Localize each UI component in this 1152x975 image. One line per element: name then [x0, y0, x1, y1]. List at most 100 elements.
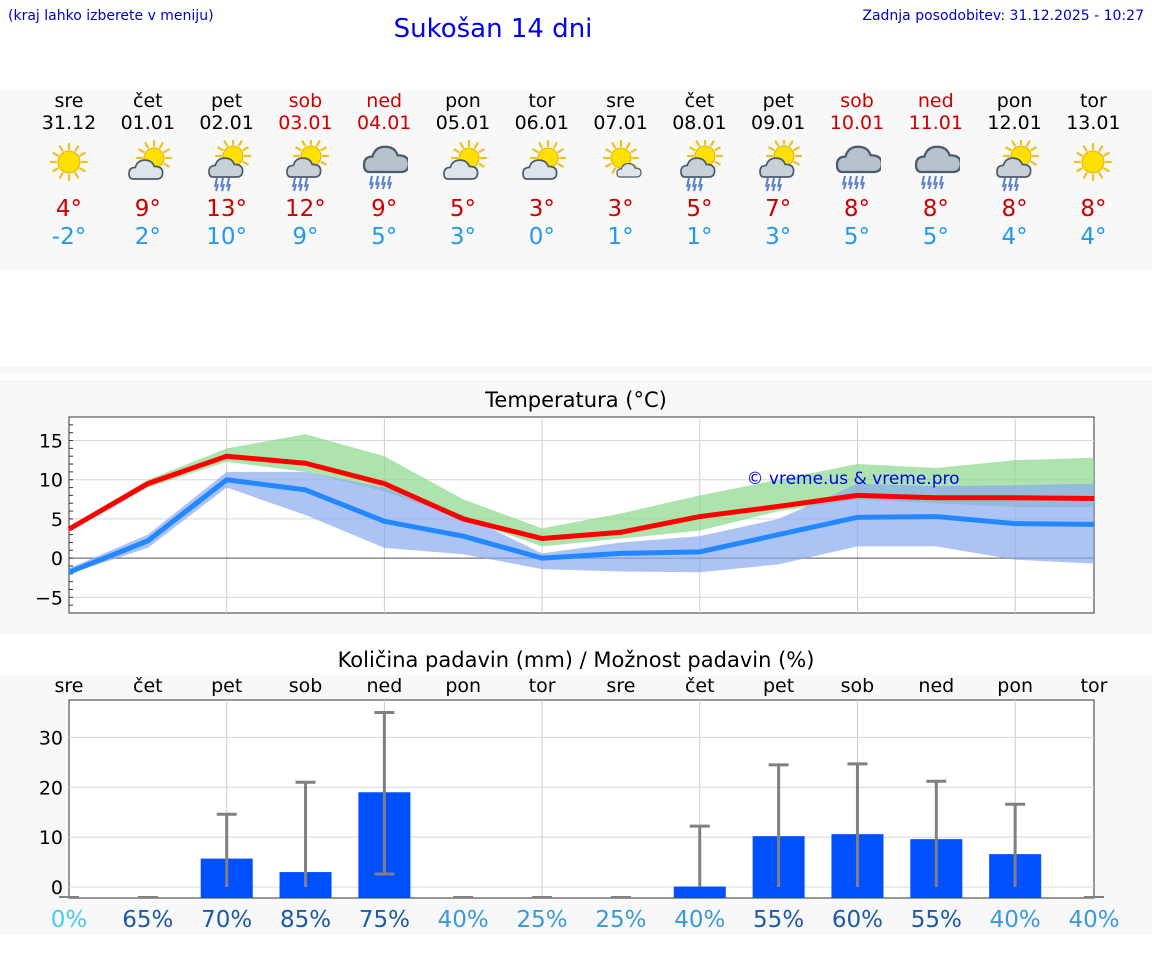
- day-name: čet: [684, 90, 715, 112]
- day-date: 11.01: [908, 112, 963, 134]
- sun-cloud-icon: [127, 140, 172, 180]
- x-category-label: tor: [1081, 675, 1108, 697]
- chance-label: 25%: [595, 907, 646, 933]
- day-name: sob: [288, 90, 323, 112]
- temp-max: 5°: [686, 196, 713, 222]
- day-date: 12.01: [987, 112, 1042, 134]
- chance-label: 85%: [280, 907, 331, 933]
- day-name: tor: [1079, 90, 1107, 112]
- temp-max: 12°: [285, 196, 326, 222]
- precip-bar: [673, 886, 726, 898]
- temp-max: 8°: [1001, 196, 1028, 222]
- chance-label: 75%: [359, 907, 410, 933]
- y-tick-label: 10: [39, 827, 63, 849]
- temp-max: 13°: [206, 196, 247, 222]
- y-tick-label: 30: [39, 727, 63, 749]
- temp-max: 5°: [449, 196, 477, 222]
- day-date: 01.01: [120, 112, 175, 134]
- location-hint: (kraj lahko izberete v meniju): [8, 8, 214, 24]
- sun-icon: [49, 142, 89, 182]
- day-column: sob 03.01 12° 9°: [266, 90, 344, 251]
- sun-icon: [1074, 142, 1113, 182]
- day-column: ned 04.01 9° 5°: [345, 90, 423, 251]
- temp-max: 9°: [134, 196, 161, 222]
- temp-min: 3°: [765, 224, 792, 250]
- temp-min: 5°: [922, 224, 949, 250]
- y-tick-label: 15: [39, 431, 63, 453]
- cloud-rain-icon: [914, 145, 960, 190]
- chance-label: 40%: [438, 907, 489, 933]
- chance-label: 65%: [122, 907, 173, 933]
- watermark-text: © vreme.us & vreme.pro: [746, 469, 959, 489]
- day-date: 03.01: [278, 112, 333, 134]
- sun-cloud-rain-icon: [995, 140, 1039, 192]
- day-date: 04.01: [356, 112, 412, 134]
- day-name: pon: [445, 90, 481, 112]
- sun-cloud-rain-icon: [680, 140, 724, 192]
- x-category-label: sob: [841, 675, 875, 697]
- day-column: sre 07.01 3° 1°: [582, 90, 660, 251]
- x-category-label: čet: [133, 675, 163, 697]
- day-column: pon 05.01 5° 3°: [424, 90, 502, 251]
- day-column: sob 10.01 8° 5°: [818, 90, 896, 251]
- day-column: sre 31.12 4° -2°: [30, 90, 108, 251]
- day-date: 13.01: [1066, 112, 1121, 134]
- x-category-label: pon: [997, 675, 1033, 697]
- page-title: Sukošan 14 dni: [393, 14, 593, 44]
- temp-min: 3°: [449, 224, 477, 250]
- day-column: pet 02.01 13° 10°: [188, 90, 266, 251]
- day-column: pet 09.01 7° 3°: [739, 90, 817, 251]
- day-date: 07.01: [593, 112, 648, 134]
- range-band-max-range: [69, 434, 1094, 547]
- y-tick-label: 10: [39, 470, 63, 492]
- temp-min: 2°: [134, 224, 161, 250]
- temp-min: 1°: [607, 224, 634, 250]
- series-line-min: [68, 477, 1095, 575]
- day-name: sob: [840, 90, 874, 112]
- chance-label: 55%: [911, 907, 962, 933]
- y-tick-label: 5: [51, 509, 63, 531]
- day-date: 09.01: [750, 112, 806, 134]
- temp-min: -2°: [51, 224, 87, 250]
- day-column: čet 08.01 5° 1°: [660, 90, 738, 251]
- last-updated: Zadnja posodobitev: 31.12.2025 - 10:27: [862, 8, 1144, 24]
- y-tick-label: 20: [39, 777, 63, 799]
- daily-forecast-band: [0, 90, 1152, 270]
- temp-min: 5°: [371, 224, 398, 250]
- cloud-rain-icon: [363, 145, 409, 190]
- day-name: tor: [528, 90, 556, 112]
- temp-min: 10°: [206, 224, 247, 250]
- chance-label: 55%: [753, 907, 804, 933]
- cloud-rain-icon: [835, 145, 881, 190]
- sun-cloud-icon: [521, 140, 566, 180]
- x-category-label: pet: [763, 675, 794, 697]
- temperature-chart: −5 0 5 10 15 © vreme.us & vreme.pro: [35, 416, 1095, 614]
- chance-label: 40%: [674, 907, 725, 933]
- day-name: sre: [54, 90, 84, 112]
- temp-max: 3°: [528, 196, 555, 222]
- temperature-chart-title: Temperatura (°C): [485, 388, 667, 412]
- precipitation-chart-title: Količina padavin (mm) / Možnost padavin …: [337, 648, 815, 672]
- x-category-label: pet: [211, 675, 242, 697]
- day-name: ned: [366, 90, 403, 112]
- x-category-label: sob: [289, 675, 323, 697]
- temp-min: 4°: [1001, 224, 1028, 250]
- temp-max: 8°: [843, 196, 871, 222]
- chance-label: 0%: [51, 907, 88, 933]
- sun-cloud-rain-icon: [286, 140, 330, 192]
- day-column: pon 12.01 8° 4°: [976, 90, 1054, 251]
- temp-max: 4°: [55, 196, 83, 222]
- day-date: 06.01: [514, 112, 569, 134]
- temp-min: 5°: [843, 224, 871, 250]
- x-category-label: čet: [685, 675, 715, 697]
- day-name: ned: [917, 90, 954, 112]
- day-name: pet: [762, 90, 794, 112]
- temp-min: 0°: [528, 224, 555, 250]
- temp-max: 9°: [371, 196, 398, 222]
- separator: [0, 367, 1152, 373]
- temp-max: 7°: [765, 196, 792, 222]
- y-tick-label: 0: [51, 877, 63, 899]
- day-column: ned 11.01 8° 5°: [897, 90, 975, 251]
- sun-cloud-rain-icon: [759, 140, 803, 192]
- day-name: pet: [210, 90, 243, 112]
